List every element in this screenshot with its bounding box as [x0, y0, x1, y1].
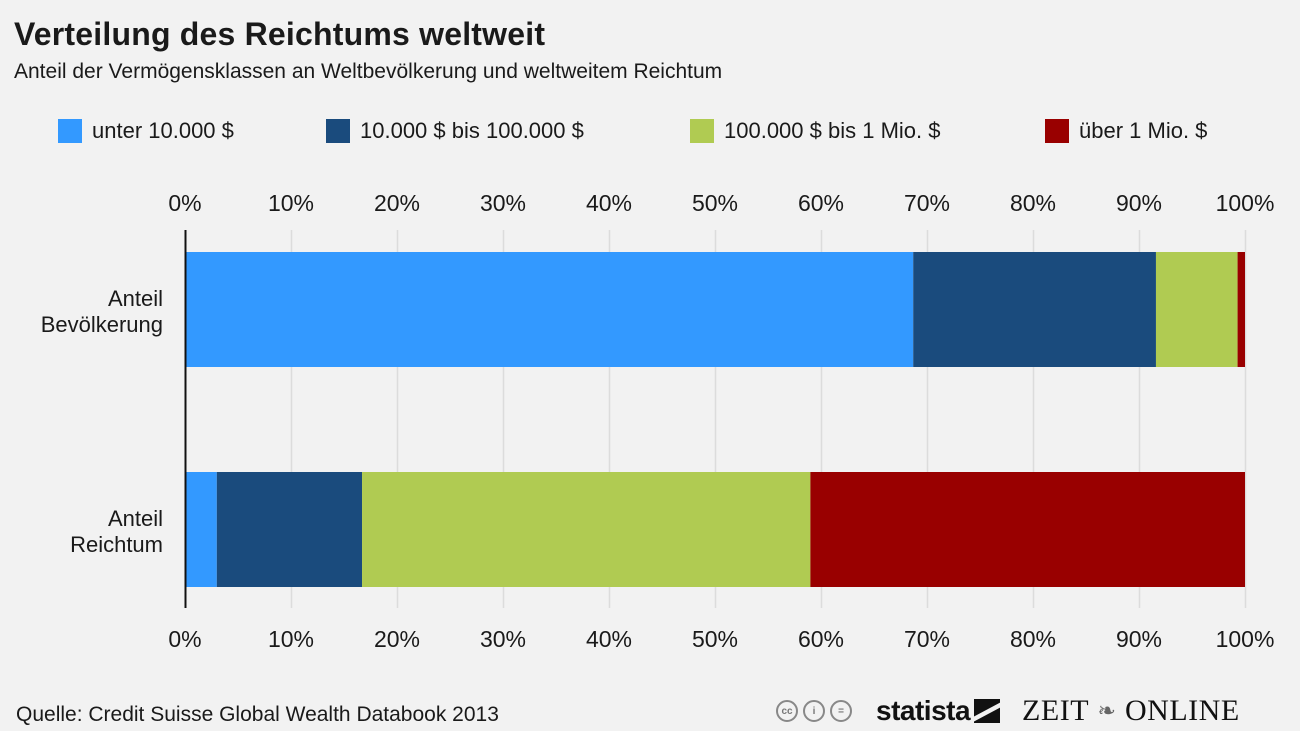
bar-segment-wealth-series-0 [185, 472, 217, 587]
x-tick-label-bottom: 0% [168, 626, 201, 652]
legend-item-10k-100k: 10.000 $ bis 100.000 $ [326, 118, 584, 144]
zeit-wordmark-left: ZEIT [1022, 694, 1090, 727]
legend-label: über 1 Mio. $ [1079, 118, 1208, 143]
x-tick-label-top: 30% [480, 190, 526, 216]
legend-swatch [690, 119, 714, 143]
legend-swatch [1045, 119, 1069, 143]
legend-swatch [58, 119, 82, 143]
legend-label: unter 10.000 $ [92, 118, 234, 143]
bar-segment-wealth-series-3 [810, 472, 1245, 587]
by-person-icon: i [803, 700, 825, 722]
x-tick-label-top: 60% [798, 190, 844, 216]
category-label: Bevölkerung [41, 312, 163, 337]
legend-swatch [326, 119, 350, 143]
x-tick-label-top: 90% [1116, 190, 1162, 216]
statista-logo: statista [876, 695, 1001, 727]
bar-segment-wealth-series-1 [216, 472, 363, 587]
x-tick-label-bottom: 30% [480, 626, 526, 652]
x-tick-label-bottom: 40% [586, 626, 632, 652]
x-tick-label-bottom: 50% [692, 626, 738, 652]
bar-segment-population-series-3 [1237, 252, 1245, 367]
zeit-emblem-icon: ❧ [1097, 698, 1117, 723]
x-tick-label-top: 50% [692, 190, 738, 216]
x-tick-label-bottom: 60% [798, 626, 844, 652]
footer-logos: cc i = statista ZEIT ❧ ONLINE [776, 693, 1240, 729]
x-tick-label-bottom: 20% [374, 626, 420, 652]
chart-subtitle: Anteil der Vermögensklassen an Weltbevöl… [14, 60, 723, 83]
bar-segment-wealth-series-2 [362, 472, 811, 587]
x-tick-label-top: 100% [1216, 190, 1275, 216]
x-tick-label-bottom: 10% [268, 626, 314, 652]
x-tick-label-top: 80% [1010, 190, 1056, 216]
creative-commons-icons: cc i = [776, 700, 852, 722]
x-tick-label-top: 10% [268, 190, 314, 216]
x-tick-label-bottom: 90% [1116, 626, 1162, 652]
legend-item-100k-1m: 100.000 $ bis 1 Mio. $ [690, 118, 940, 144]
x-tick-label-bottom: 70% [904, 626, 950, 652]
chart-title: Verteilung des Reichtums weltweit [14, 16, 546, 52]
x-tick-label-top: 70% [904, 190, 950, 216]
legend-label: 10.000 $ bis 100.000 $ [360, 118, 584, 143]
bar-segment-population-series-0 [185, 252, 914, 367]
category-label: Reichtum [70, 532, 163, 557]
x-tick-label-bottom: 80% [1010, 626, 1056, 652]
bar-segment-population-series-2 [1155, 252, 1238, 367]
x-tick-label-bottom: 100% [1216, 626, 1275, 652]
statista-wordmark: statista [876, 695, 971, 726]
statista-mark-icon [974, 699, 1001, 723]
zeit-online-logo: ZEIT ❧ ONLINE [1022, 694, 1240, 728]
cc-icon: cc [776, 700, 798, 722]
bar-segment-population-series-1 [913, 252, 1156, 367]
x-tick-label-top: 0% [168, 190, 201, 216]
legend: unter 10.000 $ 10.000 $ bis 100.000 $ 10… [0, 118, 1300, 148]
legend-label: 100.000 $ bis 1 Mio. $ [724, 118, 941, 143]
zeit-wordmark-right: ONLINE [1125, 694, 1240, 727]
category-label: Anteil [108, 286, 163, 311]
legend-item-under-10k: unter 10.000 $ [58, 118, 234, 144]
legend-item-over-1m: über 1 Mio. $ [1045, 118, 1207, 144]
category-label: Anteil [108, 506, 163, 531]
x-tick-label-top: 20% [374, 190, 420, 216]
source-note: Quelle: Credit Suisse Global Wealth Data… [16, 703, 499, 726]
x-tick-label-top: 40% [586, 190, 632, 216]
nd-equal-icon: = [830, 700, 852, 722]
